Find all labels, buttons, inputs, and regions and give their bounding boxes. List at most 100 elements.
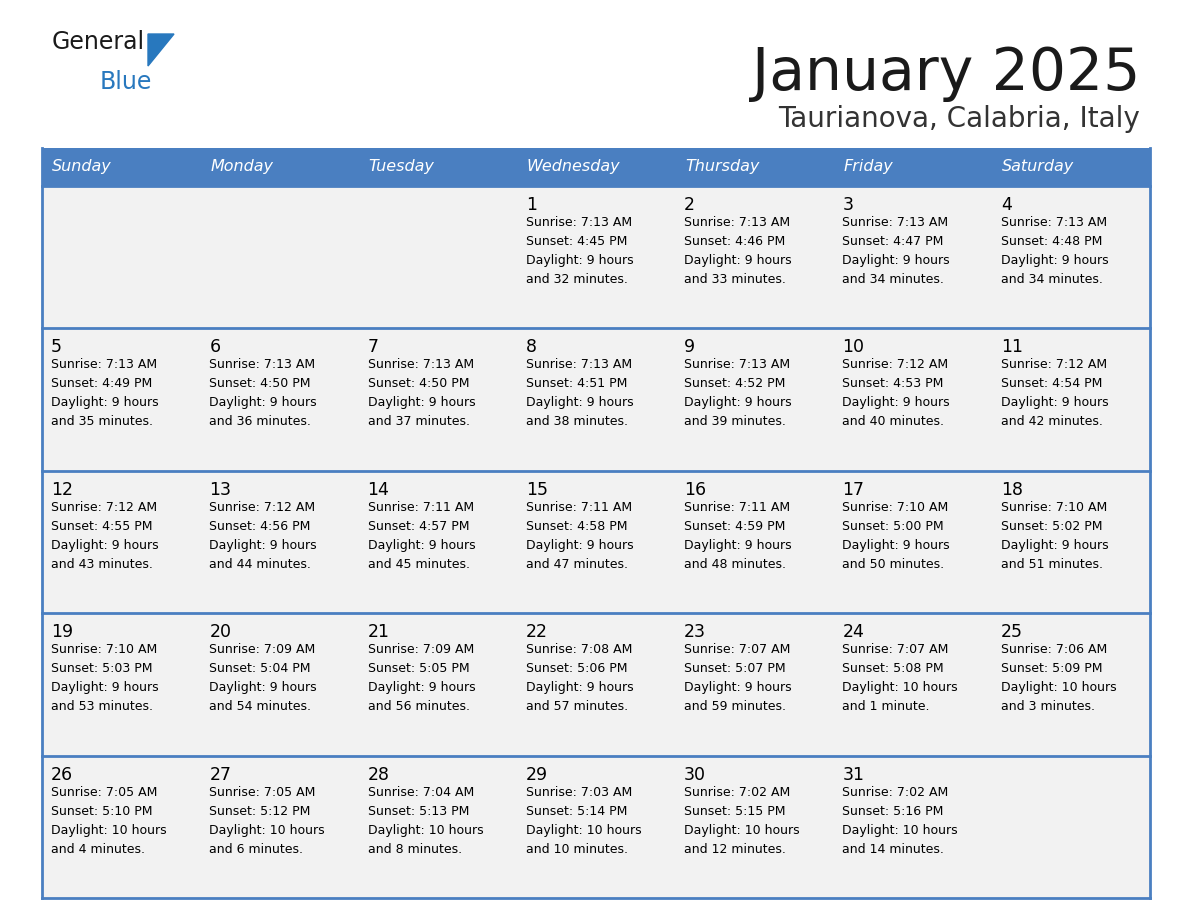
Text: 16: 16 [684,481,707,498]
Bar [42,471,201,613]
Bar [675,186,834,329]
Bar [834,613,992,756]
Bar [834,148,992,186]
Text: 24: 24 [842,623,865,641]
Bar [517,329,675,471]
Bar [359,471,517,613]
Text: Sunrise: 7:10 AM
Sunset: 5:00 PM
Daylight: 9 hours
and 50 minutes.: Sunrise: 7:10 AM Sunset: 5:00 PM Dayligh… [842,501,950,571]
Bar [42,613,201,756]
Text: Sunrise: 7:05 AM
Sunset: 5:10 PM
Daylight: 10 hours
and 4 minutes.: Sunrise: 7:05 AM Sunset: 5:10 PM Dayligh… [51,786,166,856]
Text: Sunrise: 7:08 AM
Sunset: 5:06 PM
Daylight: 9 hours
and 57 minutes.: Sunrise: 7:08 AM Sunset: 5:06 PM Dayligh… [526,644,633,713]
Text: Sunrise: 7:12 AM
Sunset: 4:55 PM
Daylight: 9 hours
and 43 minutes.: Sunrise: 7:12 AM Sunset: 4:55 PM Dayligh… [51,501,159,571]
Bar [359,613,517,756]
Text: 17: 17 [842,481,865,498]
Text: 27: 27 [209,766,232,784]
Text: Sunrise: 7:10 AM
Sunset: 5:02 PM
Daylight: 9 hours
and 51 minutes.: Sunrise: 7:10 AM Sunset: 5:02 PM Dayligh… [1000,501,1108,571]
Text: Sunrise: 7:13 AM
Sunset: 4:49 PM
Daylight: 9 hours
and 35 minutes.: Sunrise: 7:13 AM Sunset: 4:49 PM Dayligh… [51,358,159,429]
Text: 28: 28 [367,766,390,784]
Bar [201,329,359,471]
Text: Saturday: Saturday [1001,160,1074,174]
Bar [201,471,359,613]
Text: Sunrise: 7:07 AM
Sunset: 5:08 PM
Daylight: 10 hours
and 1 minute.: Sunrise: 7:07 AM Sunset: 5:08 PM Dayligh… [842,644,958,713]
Text: Sunrise: 7:09 AM
Sunset: 5:05 PM
Daylight: 9 hours
and 56 minutes.: Sunrise: 7:09 AM Sunset: 5:05 PM Dayligh… [367,644,475,713]
Text: 4: 4 [1000,196,1012,214]
Text: 25: 25 [1000,623,1023,641]
Text: 23: 23 [684,623,706,641]
Bar [834,329,992,471]
Text: Sunrise: 7:03 AM
Sunset: 5:14 PM
Daylight: 10 hours
and 10 minutes.: Sunrise: 7:03 AM Sunset: 5:14 PM Dayligh… [526,786,642,856]
Text: 20: 20 [209,623,232,641]
Bar [992,186,1150,329]
Bar [834,756,992,898]
Bar [201,186,359,329]
Bar [359,329,517,471]
Text: Blue: Blue [100,70,152,94]
Bar [42,186,201,329]
Bar [992,148,1150,186]
Bar [201,613,359,756]
Bar [359,186,517,329]
Text: Sunrise: 7:12 AM
Sunset: 4:56 PM
Daylight: 9 hours
and 44 minutes.: Sunrise: 7:12 AM Sunset: 4:56 PM Dayligh… [209,501,317,571]
Bar [834,186,992,329]
Text: Sunrise: 7:13 AM
Sunset: 4:50 PM
Daylight: 9 hours
and 37 minutes.: Sunrise: 7:13 AM Sunset: 4:50 PM Dayligh… [367,358,475,429]
Text: 10: 10 [842,339,865,356]
Bar [42,148,201,186]
Text: Sunday: Sunday [52,160,112,174]
Text: Sunrise: 7:13 AM
Sunset: 4:46 PM
Daylight: 9 hours
and 33 minutes.: Sunrise: 7:13 AM Sunset: 4:46 PM Dayligh… [684,216,791,286]
Text: Tuesday: Tuesday [368,160,435,174]
Text: General: General [52,30,145,54]
Bar [42,756,201,898]
Text: Sunrise: 7:09 AM
Sunset: 5:04 PM
Daylight: 9 hours
and 54 minutes.: Sunrise: 7:09 AM Sunset: 5:04 PM Dayligh… [209,644,317,713]
Text: 29: 29 [526,766,548,784]
Text: 15: 15 [526,481,548,498]
Bar [992,613,1150,756]
Bar [517,613,675,756]
Text: Sunrise: 7:10 AM
Sunset: 5:03 PM
Daylight: 9 hours
and 53 minutes.: Sunrise: 7:10 AM Sunset: 5:03 PM Dayligh… [51,644,159,713]
Bar [834,471,992,613]
Text: Sunrise: 7:12 AM
Sunset: 4:54 PM
Daylight: 9 hours
and 42 minutes.: Sunrise: 7:12 AM Sunset: 4:54 PM Dayligh… [1000,358,1108,429]
Text: 19: 19 [51,623,74,641]
Text: 7: 7 [367,339,379,356]
Text: 13: 13 [209,481,232,498]
Text: Sunrise: 7:11 AM
Sunset: 4:58 PM
Daylight: 9 hours
and 47 minutes.: Sunrise: 7:11 AM Sunset: 4:58 PM Dayligh… [526,501,633,571]
Text: 2: 2 [684,196,695,214]
Text: 22: 22 [526,623,548,641]
Bar [675,471,834,613]
Text: January 2025: January 2025 [752,45,1140,102]
Bar [517,756,675,898]
Text: Sunrise: 7:02 AM
Sunset: 5:15 PM
Daylight: 10 hours
and 12 minutes.: Sunrise: 7:02 AM Sunset: 5:15 PM Dayligh… [684,786,800,856]
Text: Sunrise: 7:11 AM
Sunset: 4:59 PM
Daylight: 9 hours
and 48 minutes.: Sunrise: 7:11 AM Sunset: 4:59 PM Dayligh… [684,501,791,571]
Bar [359,148,517,186]
Text: Sunrise: 7:13 AM
Sunset: 4:50 PM
Daylight: 9 hours
and 36 minutes.: Sunrise: 7:13 AM Sunset: 4:50 PM Dayligh… [209,358,317,429]
Bar [517,186,675,329]
Bar [201,756,359,898]
Bar [992,471,1150,613]
Text: Sunrise: 7:13 AM
Sunset: 4:52 PM
Daylight: 9 hours
and 39 minutes.: Sunrise: 7:13 AM Sunset: 4:52 PM Dayligh… [684,358,791,429]
Bar [675,756,834,898]
Text: Friday: Friday [843,160,893,174]
Bar [992,756,1150,898]
Text: Sunrise: 7:13 AM
Sunset: 4:51 PM
Daylight: 9 hours
and 38 minutes.: Sunrise: 7:13 AM Sunset: 4:51 PM Dayligh… [526,358,633,429]
Text: 1: 1 [526,196,537,214]
Text: 11: 11 [1000,339,1023,356]
Text: 9: 9 [684,339,695,356]
Text: Thursday: Thursday [685,160,759,174]
Text: Sunrise: 7:02 AM
Sunset: 5:16 PM
Daylight: 10 hours
and 14 minutes.: Sunrise: 7:02 AM Sunset: 5:16 PM Dayligh… [842,786,958,856]
Bar [42,329,201,471]
Text: Monday: Monday [210,160,273,174]
Bar [675,613,834,756]
Bar [201,148,359,186]
Text: 31: 31 [842,766,865,784]
Text: 18: 18 [1000,481,1023,498]
Polygon shape [148,34,173,66]
Text: 12: 12 [51,481,72,498]
Text: 6: 6 [209,339,221,356]
Text: Sunrise: 7:13 AM
Sunset: 4:47 PM
Daylight: 9 hours
and 34 minutes.: Sunrise: 7:13 AM Sunset: 4:47 PM Dayligh… [842,216,950,286]
Bar [517,471,675,613]
Text: Sunrise: 7:07 AM
Sunset: 5:07 PM
Daylight: 9 hours
and 59 minutes.: Sunrise: 7:07 AM Sunset: 5:07 PM Dayligh… [684,644,791,713]
Text: 14: 14 [367,481,390,498]
Bar [675,329,834,471]
Text: Sunrise: 7:05 AM
Sunset: 5:12 PM
Daylight: 10 hours
and 6 minutes.: Sunrise: 7:05 AM Sunset: 5:12 PM Dayligh… [209,786,324,856]
Text: Sunrise: 7:13 AM
Sunset: 4:45 PM
Daylight: 9 hours
and 32 minutes.: Sunrise: 7:13 AM Sunset: 4:45 PM Dayligh… [526,216,633,286]
Text: 26: 26 [51,766,74,784]
